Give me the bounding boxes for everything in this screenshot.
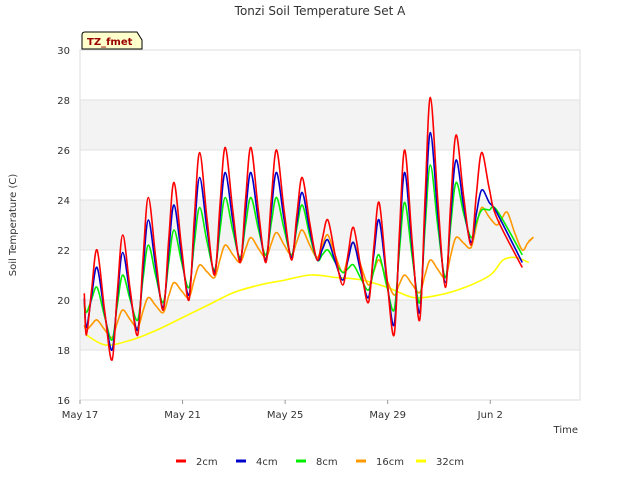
grid-bands	[80, 50, 580, 400]
series-line-2cm	[83, 96, 524, 361]
series-line-32cm	[85, 256, 530, 346]
site-label-box: TZ_fmet	[81, 31, 143, 50]
legend-label-32cm: 32cm	[436, 457, 464, 468]
site-label: TZ_fmet	[87, 37, 133, 48]
y-tick-label: 16	[57, 396, 70, 407]
y-tick-label: 26	[57, 146, 70, 157]
x-axis-label: Time	[553, 425, 578, 436]
legend-label-4cm: 4cm	[256, 457, 278, 468]
grid-band	[80, 350, 580, 400]
series-line-8cm	[83, 164, 523, 341]
grid-band	[80, 150, 580, 200]
series-layer	[83, 96, 534, 361]
y-tick-label: 30	[57, 46, 70, 57]
legend-label-8cm: 8cm	[316, 457, 338, 468]
grid-band	[80, 300, 580, 350]
x-tick-label: May 29	[369, 410, 406, 421]
x-tick-label: Jun 2	[477, 410, 503, 421]
chart-title: Tonzi Soil Temperature Set A	[234, 4, 406, 18]
plot-frame	[79, 49, 581, 401]
x-tick-label: May 25	[267, 410, 304, 421]
legend-label-2cm: 2cm	[196, 457, 218, 468]
y-axis-label: Soil Temperature (C)	[8, 174, 19, 277]
y-axis-ticks: 16 18 20 22 24 26 28 30	[57, 46, 70, 407]
y-tick-label: 20	[57, 296, 70, 307]
grid-band	[80, 250, 580, 300]
y-tick-label: 24	[57, 196, 70, 207]
legend: 2cm 4cm 8cm 16cm 32cm	[176, 457, 464, 468]
x-tick-label: May 21	[164, 410, 201, 421]
legend-label-16cm: 16cm	[376, 457, 404, 468]
x-tick-label: May 17	[62, 410, 99, 421]
y-tick-label: 22	[57, 246, 70, 257]
y-tick-label: 18	[57, 346, 70, 357]
grid-band	[80, 50, 580, 100]
y-tick-label: 28	[57, 96, 70, 107]
x-axis-ticks: May 17 May 21 May 25 May 29 Jun 2	[62, 400, 503, 421]
series-line-16cm	[83, 206, 534, 339]
grid-band	[80, 100, 580, 150]
